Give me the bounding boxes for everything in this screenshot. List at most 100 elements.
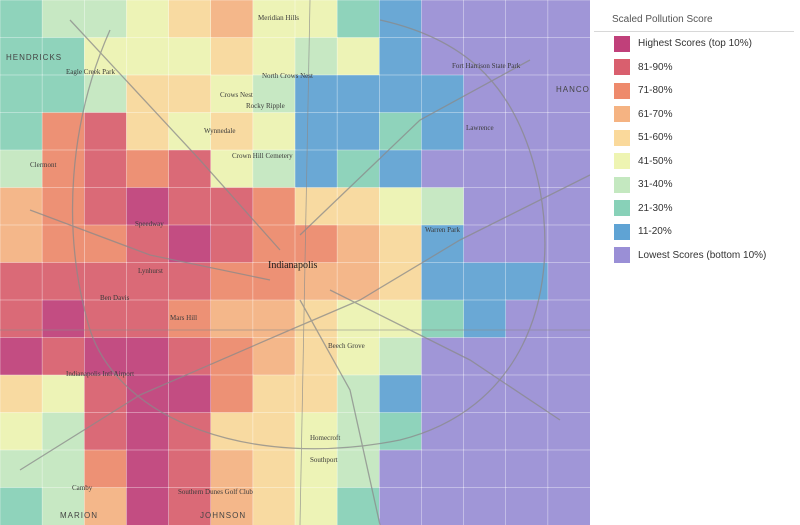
census-tract[interactable] [41, 74, 85, 114]
census-tract[interactable] [294, 487, 338, 525]
census-tract[interactable] [294, 449, 338, 489]
census-tract[interactable] [421, 74, 465, 114]
choropleth-map[interactable]: Meridian Hills Crows Nest North Crows Nest… [0, 0, 590, 525]
census-tract[interactable] [294, 224, 338, 264]
census-tract[interactable] [126, 112, 170, 151]
census-tract[interactable] [379, 112, 423, 151]
census-tract[interactable] [84, 112, 128, 151]
census-tract[interactable] [126, 149, 170, 189]
census-tract[interactable] [294, 337, 338, 376]
census-tract[interactable] [379, 412, 423, 451]
census-tract[interactable] [210, 112, 254, 151]
census-tract[interactable] [547, 337, 590, 376]
census-tract[interactable] [210, 337, 254, 376]
census-tract[interactable] [336, 299, 381, 339]
census-tract[interactable] [336, 262, 381, 301]
census-tract[interactable] [463, 37, 507, 76]
census-tract[interactable] [252, 449, 296, 489]
census-tract[interactable] [41, 37, 85, 76]
census-tract[interactable] [0, 149, 43, 189]
census-tract[interactable] [126, 262, 170, 301]
census-tract[interactable] [463, 224, 507, 264]
census-tract[interactable] [294, 74, 338, 114]
census-tract[interactable] [126, 0, 170, 39]
census-tract[interactable] [463, 487, 507, 525]
map-canvas[interactable]: Meridian Hills Crows Nest North Crows Nest… [0, 0, 590, 525]
census-tract[interactable] [252, 374, 296, 414]
census-tract[interactable] [294, 112, 338, 151]
census-tract[interactable] [84, 187, 128, 226]
census-tract[interactable] [505, 224, 549, 264]
census-tract[interactable] [336, 74, 381, 114]
census-tract[interactable] [168, 187, 212, 226]
census-tract[interactable] [463, 299, 507, 339]
census-tract[interactable] [547, 374, 590, 414]
census-tract[interactable] [547, 224, 590, 264]
census-tract[interactable] [421, 412, 465, 451]
census-tract[interactable] [41, 187, 85, 226]
census-tract[interactable] [168, 487, 212, 525]
census-tract[interactable] [168, 74, 212, 114]
census-tract[interactable] [547, 487, 590, 525]
census-tract[interactable] [379, 0, 423, 39]
census-tract[interactable] [41, 262, 85, 301]
census-tract[interactable] [252, 262, 296, 301]
census-tract[interactable] [294, 149, 338, 189]
census-tract[interactable] [0, 299, 43, 339]
census-tract[interactable] [210, 224, 254, 264]
census-tract[interactable] [505, 487, 549, 525]
census-tract[interactable] [210, 374, 254, 414]
census-tract[interactable] [547, 299, 590, 339]
census-tract[interactable] [168, 262, 212, 301]
census-tract[interactable] [0, 374, 43, 414]
census-tract[interactable] [336, 0, 381, 39]
census-tract[interactable] [84, 262, 128, 301]
census-tract[interactable] [421, 0, 465, 39]
census-tract[interactable] [421, 374, 465, 414]
census-tract[interactable] [505, 149, 549, 189]
census-tract[interactable] [505, 337, 549, 376]
census-tract[interactable] [336, 187, 381, 226]
census-tract[interactable] [252, 37, 296, 76]
census-tract[interactable] [379, 74, 423, 114]
census-tract[interactable] [41, 449, 85, 489]
census-tract[interactable] [379, 262, 423, 301]
census-tract[interactable] [294, 374, 338, 414]
census-tract[interactable] [294, 37, 338, 76]
census-tract[interactable] [379, 374, 423, 414]
census-tract[interactable] [168, 0, 212, 39]
census-tract[interactable] [168, 37, 212, 76]
census-tract[interactable] [126, 337, 170, 376]
census-tract[interactable] [421, 187, 465, 226]
census-tract[interactable] [463, 262, 507, 301]
census-tract[interactable] [547, 74, 590, 114]
census-tract[interactable] [84, 0, 128, 39]
census-tract[interactable] [126, 74, 170, 114]
census-tract[interactable] [336, 449, 381, 489]
census-tract[interactable] [41, 487, 85, 525]
census-tract[interactable] [547, 187, 590, 226]
census-tract[interactable] [210, 487, 254, 525]
census-tract[interactable] [252, 187, 296, 226]
census-tract[interactable] [252, 74, 296, 114]
census-tract[interactable] [505, 449, 549, 489]
census-tract[interactable] [210, 262, 254, 301]
census-tract[interactable] [421, 487, 465, 525]
census-tract[interactable] [294, 262, 338, 301]
census-tract[interactable] [168, 149, 212, 189]
census-tract[interactable] [41, 224, 85, 264]
census-tract[interactable] [168, 337, 212, 376]
census-tract[interactable] [252, 337, 296, 376]
census-tract[interactable] [0, 187, 43, 226]
census-tract[interactable] [505, 299, 549, 339]
census-tract[interactable] [505, 262, 549, 301]
census-tract[interactable] [336, 337, 381, 376]
census-tract[interactable] [126, 412, 170, 451]
census-tract[interactable] [505, 0, 549, 39]
census-tract[interactable] [379, 487, 423, 525]
census-tract[interactable] [421, 224, 465, 264]
census-tract[interactable] [294, 0, 338, 39]
census-tract[interactable] [379, 337, 423, 376]
census-tract[interactable] [41, 0, 85, 39]
census-tract[interactable] [252, 487, 296, 525]
